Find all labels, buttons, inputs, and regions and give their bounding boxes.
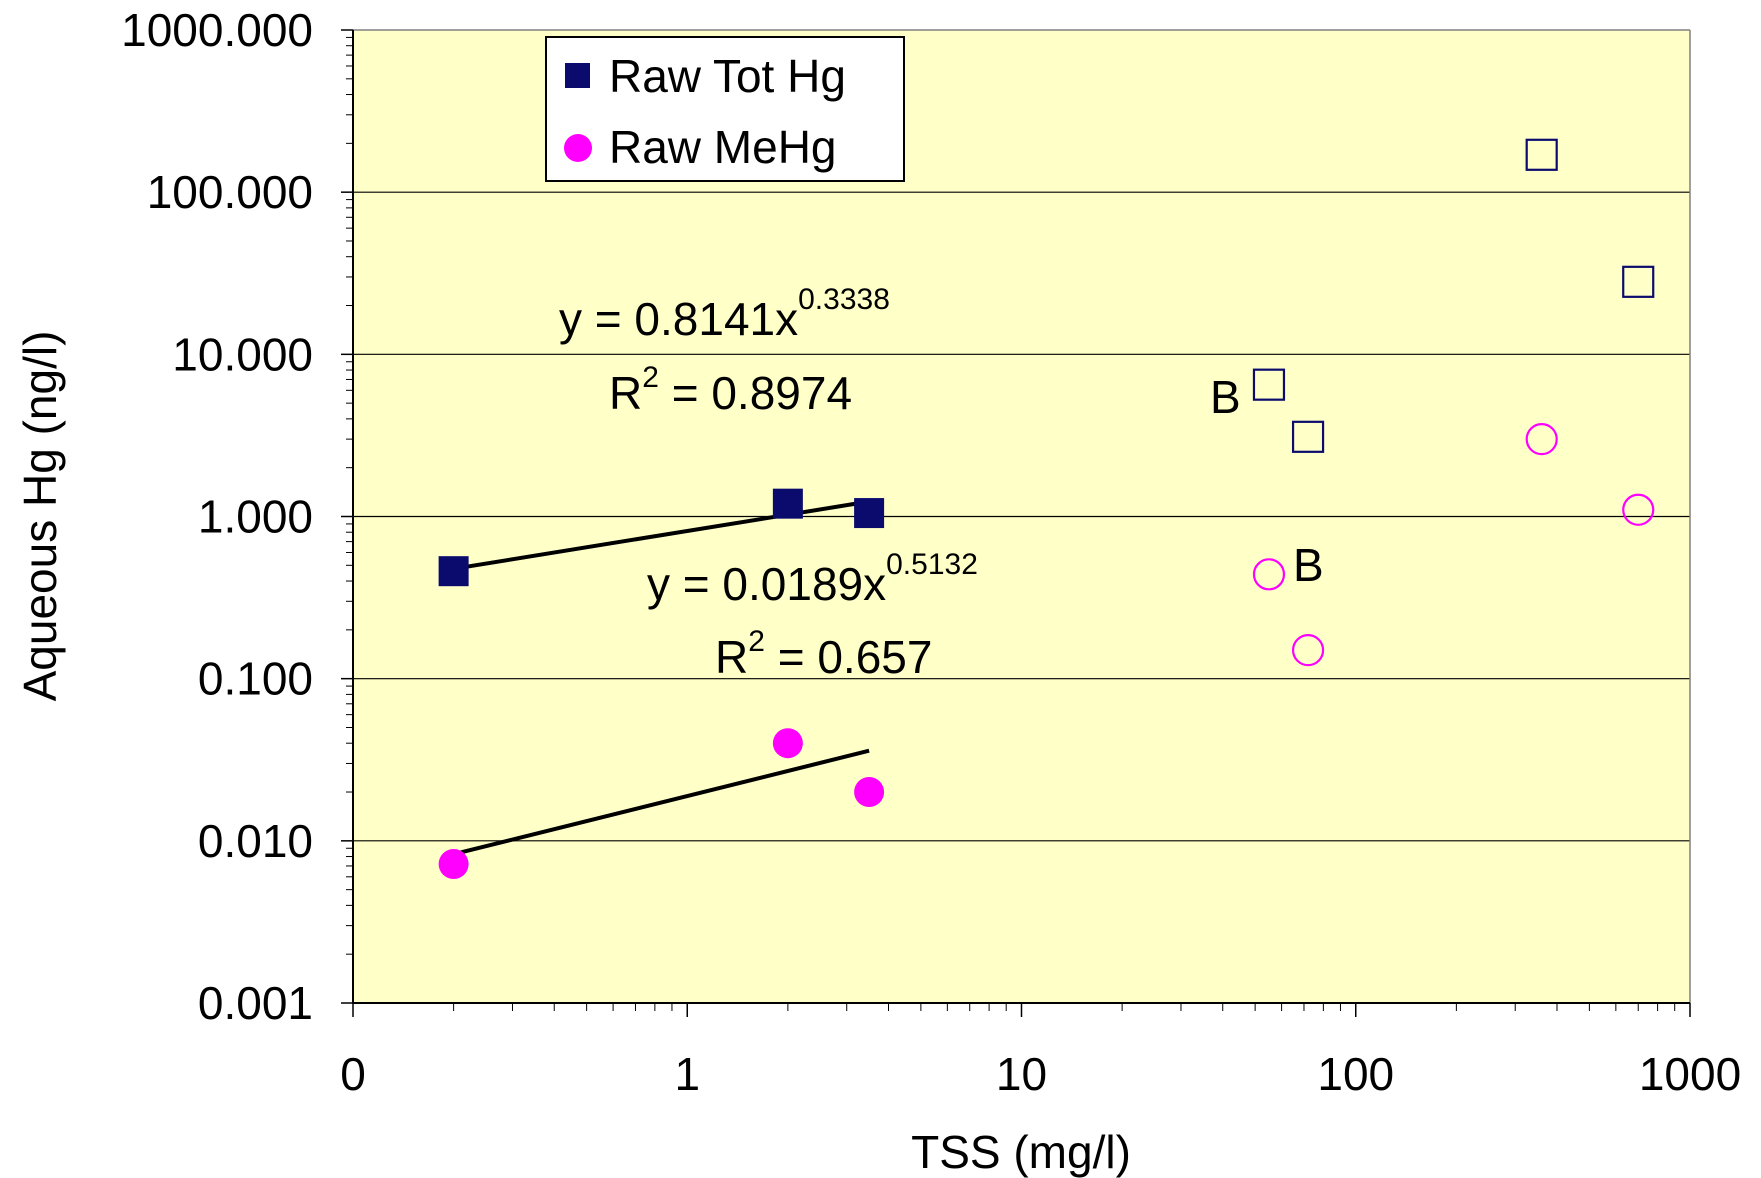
tot-hg-open-point	[1252, 368, 1286, 401]
mehg-point	[854, 777, 885, 808]
trendline-2	[453, 748, 870, 857]
mehg-point	[438, 848, 469, 879]
gridlines	[353, 29, 1691, 1003]
trendline-2-equation: y = 0.0189x0.5132	[647, 548, 978, 610]
trendline-2-r2-superscript: 2	[748, 625, 765, 658]
trendline-2-r2-value: = 0.657	[765, 631, 933, 683]
mehg-open-point	[1252, 558, 1286, 591]
y-axis: 0.001 0.010 0.100 1.000 10.000 100.000 1000.00…	[121, 4, 354, 1029]
trendline-2-r2: R2 = 0.657	[715, 625, 932, 683]
x-tick-label: 1	[674, 1048, 700, 1100]
tot-hg-point	[438, 556, 469, 587]
y-axis-title: Aqueous Hg (ng/l)	[14, 331, 66, 702]
mehg-open-point	[1622, 493, 1655, 526]
tot-hg-point	[772, 488, 803, 519]
tot-hg-open-point	[1291, 420, 1325, 453]
point-label-tot-hg: B	[1210, 371, 1241, 423]
point-label-mehg: B	[1293, 539, 1324, 591]
trendline-1-equation-exponent: 0.3338	[798, 283, 890, 316]
mehg-point	[772, 728, 803, 759]
legend-label-mehg: Raw MeHg	[609, 121, 837, 173]
x-tick-label: 1000	[1639, 1048, 1741, 1100]
x-tick-label: 100	[1317, 1048, 1394, 1100]
mehg-open-point	[1525, 423, 1558, 456]
legend-marker-tot-hg	[565, 63, 590, 88]
y-tick-label: 0.100	[198, 653, 313, 705]
x-tick-label: 10	[996, 1048, 1047, 1100]
trendline-1-r2-value: = 0.8974	[659, 367, 852, 419]
y-tick-label: 0.010	[198, 815, 313, 867]
mehg-open-point	[1291, 634, 1325, 667]
y-tick-label: 10.000	[172, 328, 313, 380]
trendline-1-r2-label: R	[609, 367, 642, 419]
legend: Raw Tot Hg Raw MeHg	[545, 36, 905, 182]
trendline-1-r2: R2 = 0.8974	[609, 361, 852, 419]
y-tick-label: 1000.000	[121, 4, 313, 56]
x-axis: 0 1 10 100 1000	[340, 1002, 1741, 1100]
trendline-1-equation-base: y = 0.8141x	[559, 293, 798, 345]
tot-hg-open-point	[1525, 138, 1558, 171]
trendline-1-equation: y = 0.8141x0.3338	[559, 283, 890, 345]
x-tick-label: 0	[340, 1048, 366, 1100]
trendline-1-r2-superscript: 2	[642, 361, 659, 394]
trendline-2-equation-base: y = 0.0189x	[647, 558, 886, 610]
legend-box	[545, 36, 905, 182]
data-points	[438, 138, 1655, 879]
tot-hg-open-point	[1622, 265, 1655, 298]
trendline-2-equation-exponent: 0.5132	[886, 548, 978, 581]
legend-label-tot-hg: Raw Tot Hg	[609, 50, 846, 102]
trendline-2-r2-label: R	[715, 631, 748, 683]
legend-marker-mehg	[564, 134, 592, 162]
y-tick-label: 0.001	[198, 977, 313, 1029]
x-axis-title: TSS (mg/l)	[911, 1126, 1131, 1178]
y-tick-label: 1.000	[198, 491, 313, 543]
y-tick-label: 100.000	[147, 166, 313, 218]
tot-hg-point	[854, 498, 885, 529]
